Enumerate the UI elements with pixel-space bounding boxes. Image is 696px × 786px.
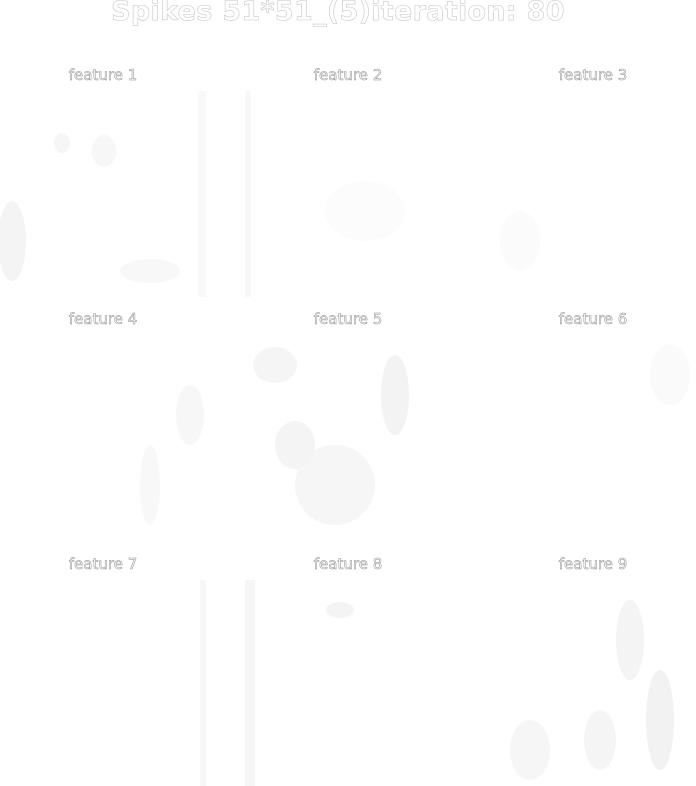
feature-heatmap-1 (0, 91, 206, 297)
figure-title: Spikes 51*51_(5)iteration: 80 (111, 0, 565, 27)
feature-image (490, 580, 696, 786)
feature-panel-title: feature 7 (68, 555, 138, 574)
feature-panel-title: feature 5 (313, 310, 383, 329)
feature-heatmap-7 (0, 580, 206, 786)
feature-image (0, 580, 206, 786)
feature-panel-title: feature 9 (558, 555, 628, 574)
feature-heatmap-5 (245, 335, 451, 541)
feature-panel-7: feature 7 (0, 554, 206, 786)
feature-panel-title: feature 2 (313, 66, 383, 85)
feature-image (245, 335, 451, 541)
feature-panel-9: feature 9 (490, 554, 696, 786)
feature-panel-title: feature 8 (313, 555, 383, 574)
feature-panel-3: feature 3 (490, 65, 696, 297)
feature-heatmap-8 (245, 580, 451, 786)
feature-panel-4: feature 4 (0, 309, 206, 541)
feature-heatmap-3 (490, 91, 696, 297)
feature-panel-1: feature 1 (0, 65, 206, 297)
feature-heatmap-6 (490, 335, 696, 541)
feature-image (0, 335, 206, 541)
feature-heatmap-9 (490, 580, 696, 786)
feature-image (245, 580, 451, 786)
feature-image (490, 335, 696, 541)
feature-heatmap-4 (0, 335, 206, 541)
feature-panel-6: feature 6 (490, 309, 696, 541)
feature-panel-2: feature 2 (245, 65, 451, 297)
feature-panel-title: feature 1 (68, 66, 138, 85)
feature-image (490, 91, 696, 297)
feature-image (245, 91, 451, 297)
feature-panel-title: feature 6 (558, 310, 628, 329)
feature-panel-5: feature 5 (245, 309, 451, 541)
feature-image (0, 91, 206, 297)
feature-panel-title: feature 3 (558, 66, 628, 85)
feature-heatmap-2 (245, 91, 451, 297)
feature-panel-8: feature 8 (245, 554, 451, 786)
feature-panel-title: feature 4 (68, 310, 138, 329)
